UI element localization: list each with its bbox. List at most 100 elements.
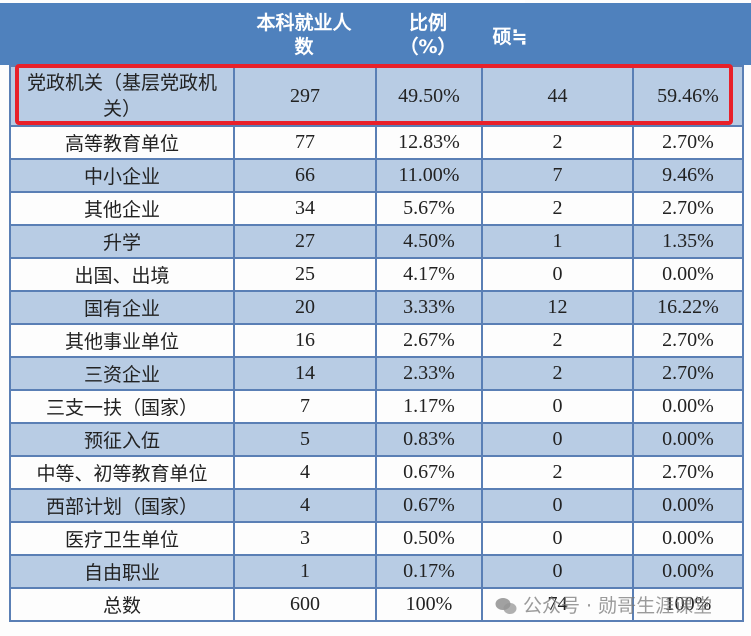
master-count-cell: 0 bbox=[481, 257, 634, 292]
category-cell: 三支一扶（国家） bbox=[9, 389, 235, 424]
undergrad-pct-cell: 100% bbox=[375, 587, 483, 622]
master-count-cell: 0 bbox=[481, 422, 634, 457]
master-count-cell: 2 bbox=[481, 455, 634, 490]
undergrad-count-cell: 4 bbox=[233, 488, 377, 523]
master-pct-cell: 59.46% bbox=[632, 65, 744, 127]
watermark: 公众号 · 勋哥生涯课堂 bbox=[495, 591, 712, 618]
table-row: 三支一扶（国家） 7 1.17% 0 0.00% bbox=[9, 389, 744, 424]
table-row: 党政机关（基层党政机关） 297 49.50% 44 59.46% bbox=[9, 65, 744, 127]
master-pct-cell: 0.00% bbox=[632, 488, 744, 523]
master-count-cell: 1 bbox=[481, 224, 634, 259]
undergrad-count-cell: 297 bbox=[233, 65, 377, 127]
table-row: 其他事业单位 16 2.67% 2 2.70% bbox=[9, 323, 744, 358]
master-pct-cell: 0.00% bbox=[632, 422, 744, 457]
category-cell: 升学 bbox=[9, 224, 235, 259]
category-cell: 三资企业 bbox=[9, 356, 235, 391]
master-count-cell: 0 bbox=[481, 488, 634, 523]
undergrad-pct-cell: 5.67% bbox=[375, 191, 483, 226]
category-cell: 出国、出境 bbox=[9, 257, 235, 292]
master-count-cell: 2 bbox=[481, 323, 634, 358]
undergrad-count-cell: 25 bbox=[233, 257, 377, 292]
master-pct-cell: 2.70% bbox=[632, 323, 744, 358]
table-row: 医疗卫生单位 3 0.50% 0 0.00% bbox=[9, 521, 744, 556]
master-count-cell: 2 bbox=[481, 125, 634, 160]
master-pct-cell: 0.00% bbox=[632, 389, 744, 424]
category-cell: 国有企业 bbox=[9, 290, 235, 325]
undergrad-count-cell: 27 bbox=[233, 224, 377, 259]
undergrad-pct-cell: 4.17% bbox=[375, 257, 483, 292]
table-row: 中等、初等教育单位 4 0.67% 2 2.70% bbox=[9, 455, 744, 490]
undergrad-pct-cell: 0.67% bbox=[375, 455, 483, 490]
master-pct-cell: 0.00% bbox=[632, 257, 744, 292]
header-undergrad-pct: 比例 （%） bbox=[375, 11, 481, 59]
table-row: 中小企业 66 11.00% 7 9.46% bbox=[9, 158, 744, 193]
category-cell: 党政机关（基层党政机关） bbox=[9, 65, 235, 127]
master-count-cell: 2 bbox=[481, 356, 634, 391]
table-row: 出国、出境 25 4.17% 0 0.00% bbox=[9, 257, 744, 292]
employment-table: 党政机关（基层党政机关） 297 49.50% 44 59.46% 高等教育单位 77 12.… bbox=[9, 65, 744, 622]
category-cell: 高等教育单位 bbox=[9, 125, 235, 160]
undergrad-count-cell: 7 bbox=[233, 389, 377, 424]
header-undergrad-line2: 数 bbox=[294, 36, 314, 58]
undergrad-count-cell: 600 bbox=[233, 587, 377, 622]
master-count-cell: 0 bbox=[481, 389, 634, 424]
undergrad-pct-cell: 11.00% bbox=[375, 158, 483, 193]
table-row: 其他企业 34 5.67% 2 2.70% bbox=[9, 191, 744, 226]
category-cell: 自由职业 bbox=[9, 554, 235, 589]
undergrad-pct-cell: 0.17% bbox=[375, 554, 483, 589]
header-pct-line1: 比例 bbox=[408, 12, 447, 34]
watermark-text: 公众号 · 勋哥生涯课堂 bbox=[523, 595, 713, 617]
master-count-cell: 44 bbox=[481, 65, 634, 127]
master-pct-cell: 2.70% bbox=[632, 356, 744, 391]
undergrad-count-cell: 4 bbox=[233, 455, 377, 490]
undergrad-pct-cell: 49.50% bbox=[375, 65, 483, 127]
master-pct-cell: 2.70% bbox=[632, 125, 744, 160]
master-count-cell: 12 bbox=[481, 290, 634, 325]
undergrad-count-cell: 66 bbox=[233, 158, 377, 193]
master-pct-cell: 2.70% bbox=[632, 191, 744, 226]
master-count-cell: 7 bbox=[481, 158, 634, 193]
table-row: 预征入伍 5 0.83% 0 0.00% bbox=[9, 422, 744, 457]
table-row: 国有企业 20 3.33% 12 16.22% bbox=[9, 290, 744, 325]
category-cell: 预征入伍 bbox=[9, 422, 235, 457]
header-undergrad-count: 本科就业人 数 bbox=[233, 11, 375, 59]
category-cell: 其他事业单位 bbox=[9, 323, 235, 358]
table-row: 西部计划（国家） 4 0.67% 0 0.00% bbox=[9, 488, 744, 523]
master-count-cell: 0 bbox=[481, 554, 634, 589]
table-row: 自由职业 1 0.17% 0 0.00% bbox=[9, 554, 744, 589]
undergrad-count-cell: 3 bbox=[233, 521, 377, 556]
category-cell: 中等、初等教育单位 bbox=[9, 455, 235, 490]
master-count-cell: 0 bbox=[481, 521, 634, 556]
category-cell: 西部计划（国家） bbox=[9, 488, 235, 523]
undergrad-count-cell: 14 bbox=[233, 356, 377, 391]
header-undergrad-line1: 本科就业人 bbox=[256, 12, 352, 34]
undergrad-pct-cell: 1.17% bbox=[375, 389, 483, 424]
undergrad-count-cell: 34 bbox=[233, 191, 377, 226]
table-row: 总数 600 100% 74 100% bbox=[9, 587, 744, 622]
master-pct-cell: 1.35% bbox=[632, 224, 744, 259]
undergrad-pct-cell: 3.33% bbox=[375, 290, 483, 325]
table-row: 高等教育单位 77 12.83% 2 2.70% bbox=[9, 125, 744, 160]
undergrad-pct-cell: 2.33% bbox=[375, 356, 483, 391]
master-pct-cell: 9.46% bbox=[632, 158, 744, 193]
undergrad-pct-cell: 12.83% bbox=[375, 125, 483, 160]
category-cell: 总数 bbox=[9, 587, 235, 622]
table-header: 本科就业人 数 比例 （%） 硕≒ bbox=[0, 3, 751, 65]
undergrad-pct-cell: 2.67% bbox=[375, 323, 483, 358]
master-pct-cell: 0.00% bbox=[632, 554, 744, 589]
header-pct-line2: （%） bbox=[399, 36, 457, 58]
header-master: 硕≒ bbox=[492, 26, 528, 48]
undergrad-count-cell: 1 bbox=[233, 554, 377, 589]
master-pct-cell: 16.22% bbox=[632, 290, 744, 325]
wechat-icon bbox=[495, 598, 517, 614]
undergrad-pct-cell: 4.50% bbox=[375, 224, 483, 259]
master-pct-cell: 2.70% bbox=[632, 455, 744, 490]
master-pct-cell: 0.00% bbox=[632, 521, 744, 556]
undergrad-pct-cell: 0.67% bbox=[375, 488, 483, 523]
undergrad-count-cell: 20 bbox=[233, 290, 377, 325]
undergrad-count-cell: 5 bbox=[233, 422, 377, 457]
master-count-cell: 2 bbox=[481, 191, 634, 226]
undergrad-count-cell: 77 bbox=[233, 125, 377, 160]
undergrad-count-cell: 16 bbox=[233, 323, 377, 358]
undergrad-pct-cell: 0.50% bbox=[375, 521, 483, 556]
